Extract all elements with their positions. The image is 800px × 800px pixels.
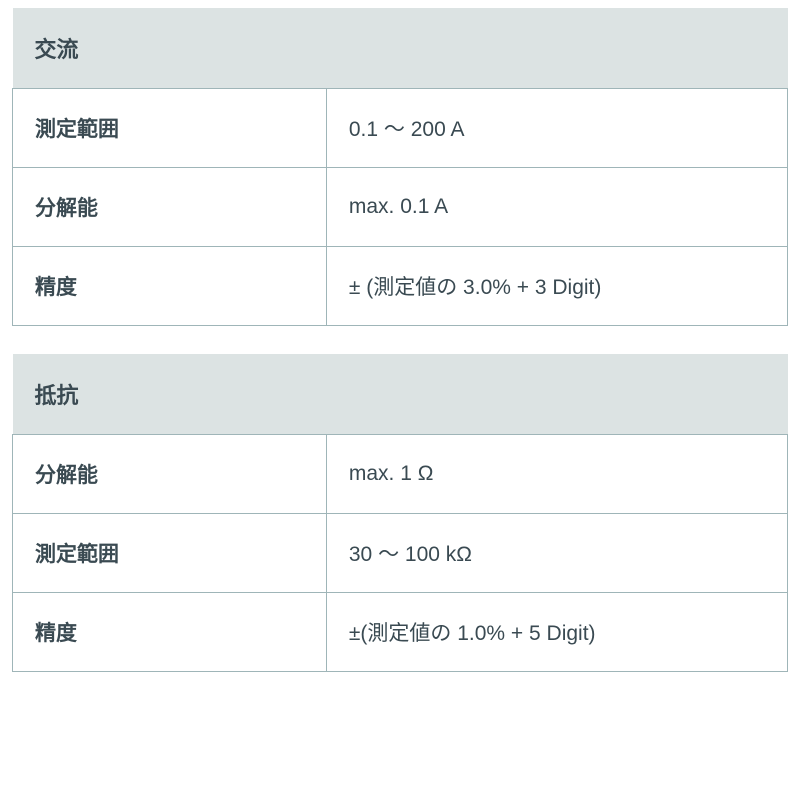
spec-value: max. 0.1 A <box>326 168 787 247</box>
section-header-ac: 交流 <box>13 8 788 89</box>
spec-value: ±(測定値の 1.0% + 5 Digit) <box>326 593 787 672</box>
spec-value: 30 ～ 100 kΩ <box>326 514 787 593</box>
spec-label: 分解能 <box>13 168 327 247</box>
spec-table-ac: 交流 測定範囲 0.1 ～ 200 A 分解能 max. 0.1 A 精度 ± … <box>12 8 788 326</box>
spec-label: 測定範囲 <box>13 89 327 168</box>
table-row: 測定範囲 30 ～ 100 kΩ <box>13 514 788 593</box>
table-row: 分解能 max. 1 Ω <box>13 435 788 514</box>
spec-value: max. 1 Ω <box>326 435 787 514</box>
table-row: 精度 ± (測定値の 3.0% + 3 Digit) <box>13 247 788 326</box>
spec-value: ± (測定値の 3.0% + 3 Digit) <box>326 247 787 326</box>
spec-label: 精度 <box>13 593 327 672</box>
spec-label: 測定範囲 <box>13 514 327 593</box>
spec-table-resistance: 抵抗 分解能 max. 1 Ω 測定範囲 30 ～ 100 kΩ 精度 ±(測定… <box>12 354 788 672</box>
section-header-resistance: 抵抗 <box>13 354 788 435</box>
spec-value: 0.1 ～ 200 A <box>326 89 787 168</box>
table-row: 精度 ±(測定値の 1.0% + 5 Digit) <box>13 593 788 672</box>
spec-label: 精度 <box>13 247 327 326</box>
spec-label: 分解能 <box>13 435 327 514</box>
table-row: 測定範囲 0.1 ～ 200 A <box>13 89 788 168</box>
table-row: 分解能 max. 0.1 A <box>13 168 788 247</box>
